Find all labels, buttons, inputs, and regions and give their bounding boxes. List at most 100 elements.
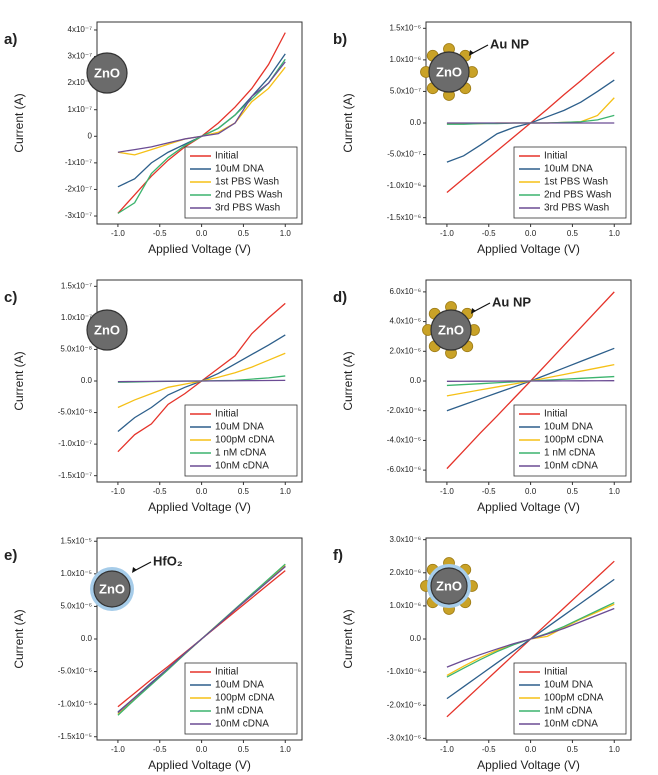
- x-axis-label: Applied Voltage (V): [148, 758, 251, 772]
- core-label: ZnO: [436, 64, 462, 79]
- legend-label: Initial: [544, 667, 567, 678]
- x-tick-label: 1.0: [609, 229, 621, 238]
- y-tick-label: -1.0x10⁻⁷: [58, 439, 92, 448]
- legend-label: 100pM cDNA: [544, 693, 604, 704]
- legend-label: Initial: [544, 151, 567, 162]
- legend-label: Initial: [544, 409, 567, 420]
- panel-label: e): [4, 547, 17, 564]
- x-tick-label: 0.0: [525, 745, 537, 754]
- x-tick-label: 0.5: [238, 745, 250, 754]
- panel-label: f): [333, 547, 343, 564]
- y-tick-label: 0.0: [410, 634, 422, 643]
- plot-frame: [96, 21, 303, 225]
- series-line: [446, 607, 615, 668]
- legend-label: 1nM cDNA: [215, 706, 264, 717]
- x-tick-label: 1.0: [280, 745, 292, 754]
- x-tick-label: 0.5: [567, 745, 579, 754]
- legend-label: 10uM DNA: [544, 422, 593, 433]
- y-tick-label: -1.0x10⁻⁵: [58, 699, 92, 708]
- y-tick-label: 1.0x10⁻⁶: [389, 55, 421, 64]
- y-tick-label: -1.5x10⁻⁵: [58, 732, 92, 741]
- y-axis-label: Current (A): [12, 351, 26, 410]
- panel-label: c): [4, 289, 17, 306]
- legend-label: 1 nM cDNA: [544, 448, 595, 459]
- legend-label: 10uM DNA: [544, 680, 593, 691]
- x-axis-label: Applied Voltage (V): [477, 758, 580, 772]
- x-tick-label: -0.5: [482, 229, 496, 238]
- panel-label: b): [333, 31, 347, 48]
- legend-label: 10uM DNA: [215, 422, 264, 433]
- legend-label: 100pM cDNA: [215, 693, 275, 704]
- zno-core: [428, 51, 470, 93]
- x-tick-label: 0.0: [196, 229, 208, 238]
- legend-label: 10uM DNA: [215, 164, 264, 175]
- annotation-arrow: [472, 302, 491, 313]
- core-label: ZnO: [94, 322, 120, 337]
- y-tick-label: 0.0: [410, 376, 422, 385]
- x-axis-label: Applied Voltage (V): [477, 242, 580, 256]
- y-axis-label: Current (A): [341, 609, 355, 668]
- x-tick-label: -0.5: [482, 745, 496, 754]
- legend-label: 1st PBS Wash: [544, 177, 608, 188]
- legend-label: 100pM cDNA: [215, 435, 275, 446]
- core-label: ZnO: [438, 322, 464, 337]
- x-tick-label: 0.5: [238, 487, 250, 496]
- legend-label: 10uM DNA: [215, 680, 264, 691]
- y-tick-label: -1.0x10⁻⁶: [387, 667, 421, 676]
- arrow-head: [469, 50, 474, 56]
- y-axis-label: Current (A): [341, 351, 355, 410]
- y-tick-label: -5.0x10⁻⁷: [387, 150, 421, 159]
- y-tick-label: -3.0x10⁻⁶: [387, 733, 421, 742]
- x-axis-label: Applied Voltage (V): [148, 500, 251, 514]
- y-tick-label: 2.0x10⁻⁶: [389, 346, 421, 355]
- zno-core: [93, 570, 131, 608]
- y-tick-label: -1.5x10⁻⁷: [58, 471, 92, 480]
- legend-label: 2nd PBS Wash: [215, 190, 282, 201]
- y-axis-label: Current (A): [12, 609, 26, 668]
- x-tick-label: 0.0: [196, 745, 208, 754]
- y-tick-label: 2.0x10⁻⁶: [389, 568, 421, 577]
- x-tick-label: -1.0: [111, 487, 125, 496]
- panel-label: d): [333, 289, 347, 306]
- x-tick-label: -0.5: [482, 487, 496, 496]
- series-line: [117, 61, 286, 153]
- x-tick-label: -1.0: [440, 745, 454, 754]
- legend-box: [184, 146, 298, 219]
- y-tick-label: -2.0x10⁻⁶: [387, 700, 421, 709]
- x-tick-label: 1.0: [609, 745, 621, 754]
- y-tick-label: 0.0: [410, 118, 422, 127]
- y-tick-label: 1.0x10⁻⁷: [61, 313, 92, 322]
- annotation: Au NP: [490, 36, 529, 51]
- legend-label: 10nM cDNA: [544, 719, 598, 730]
- series-line: [117, 566, 286, 714]
- y-axis-label: Current (A): [12, 93, 26, 152]
- x-tick-label: -0.5: [153, 229, 167, 238]
- x-tick-label: -1.0: [440, 487, 454, 496]
- y-tick-label: 1.5x10⁻⁶: [389, 23, 421, 32]
- y-tick-label: -5.0x10⁻⁸: [58, 408, 92, 417]
- y-tick-label: -5.0x10⁻⁶: [58, 667, 92, 676]
- zno-core: [86, 52, 128, 94]
- legend-label: 3rd PBS Wash: [215, 203, 280, 214]
- y-tick-label: 0: [88, 131, 93, 140]
- legend-label: 10nM cDNA: [215, 719, 269, 730]
- y-tick-label: 4x10⁻⁷: [68, 25, 93, 34]
- y-tick-label: -4.0x10⁻⁶: [387, 436, 421, 445]
- y-tick-label: 0.0: [81, 376, 93, 385]
- y-tick-label: -6.0x10⁻⁶: [387, 465, 421, 474]
- core-label: ZnO: [94, 65, 120, 80]
- x-tick-label: -0.5: [153, 745, 167, 754]
- panel-label: a): [4, 31, 17, 48]
- annotation-arrow: [470, 44, 489, 55]
- y-tick-label: 1.5x10⁻⁵: [60, 536, 92, 545]
- legend-label: 3rd PBS Wash: [544, 203, 609, 214]
- zno-core: [86, 309, 128, 351]
- x-tick-label: 0.5: [238, 229, 250, 238]
- legend-label: Initial: [215, 409, 238, 420]
- series-line: [446, 97, 615, 125]
- series-line: [446, 347, 615, 412]
- legend-label: 100pM cDNA: [544, 435, 604, 446]
- y-tick-label: -3x10⁻⁷: [65, 211, 92, 220]
- x-tick-label: 1.0: [280, 487, 292, 496]
